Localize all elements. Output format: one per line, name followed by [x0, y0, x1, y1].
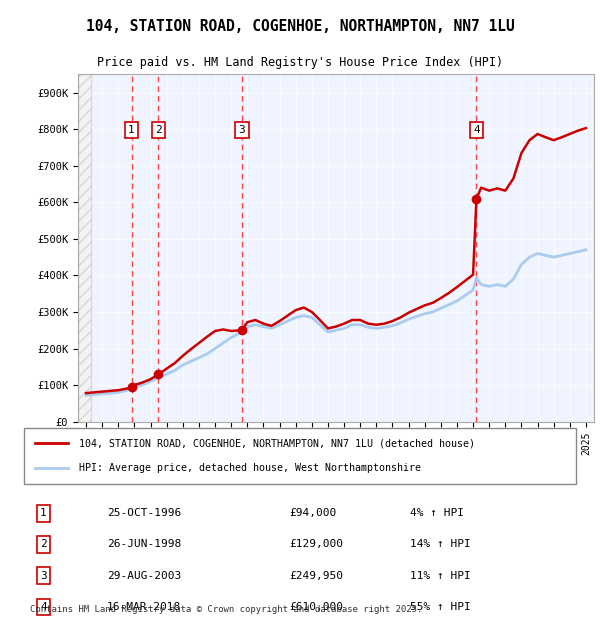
- Text: 4: 4: [473, 125, 480, 135]
- Text: 2: 2: [40, 539, 47, 549]
- Text: Price paid vs. HM Land Registry's House Price Index (HPI): Price paid vs. HM Land Registry's House …: [97, 56, 503, 69]
- Text: 29-AUG-2003: 29-AUG-2003: [107, 571, 181, 581]
- Text: Contains HM Land Registry data © Crown copyright and database right 2025.: Contains HM Land Registry data © Crown c…: [29, 604, 422, 614]
- Text: 55% ↑ HPI: 55% ↑ HPI: [410, 602, 471, 612]
- Bar: [78, 74, 91, 422]
- Text: 104, STATION ROAD, COGENHOE, NORTHAMPTON, NN7 1LU: 104, STATION ROAD, COGENHOE, NORTHAMPTON…: [86, 19, 514, 33]
- FancyBboxPatch shape: [24, 428, 576, 484]
- Text: 1: 1: [40, 508, 47, 518]
- Text: 14% ↑ HPI: 14% ↑ HPI: [410, 539, 471, 549]
- Text: £94,000: £94,000: [289, 508, 336, 518]
- Text: 11% ↑ HPI: 11% ↑ HPI: [410, 571, 471, 581]
- Text: 104, STATION ROAD, COGENHOE, NORTHAMPTON, NN7 1LU (detached house): 104, STATION ROAD, COGENHOE, NORTHAMPTON…: [79, 438, 475, 448]
- Text: 3: 3: [238, 125, 245, 135]
- Text: 3: 3: [40, 571, 47, 581]
- Text: 16-MAR-2018: 16-MAR-2018: [107, 602, 181, 612]
- Text: 25-OCT-1996: 25-OCT-1996: [107, 508, 181, 518]
- Bar: [78, 74, 91, 422]
- Text: 1: 1: [128, 125, 135, 135]
- Text: 4% ↑ HPI: 4% ↑ HPI: [410, 508, 464, 518]
- Text: £129,000: £129,000: [289, 539, 343, 549]
- Text: 2: 2: [155, 125, 162, 135]
- Text: £249,950: £249,950: [289, 571, 343, 581]
- Text: 4: 4: [40, 602, 47, 612]
- Text: 26-JUN-1998: 26-JUN-1998: [107, 539, 181, 549]
- Text: HPI: Average price, detached house, West Northamptonshire: HPI: Average price, detached house, West…: [79, 463, 421, 473]
- Text: £610,000: £610,000: [289, 602, 343, 612]
